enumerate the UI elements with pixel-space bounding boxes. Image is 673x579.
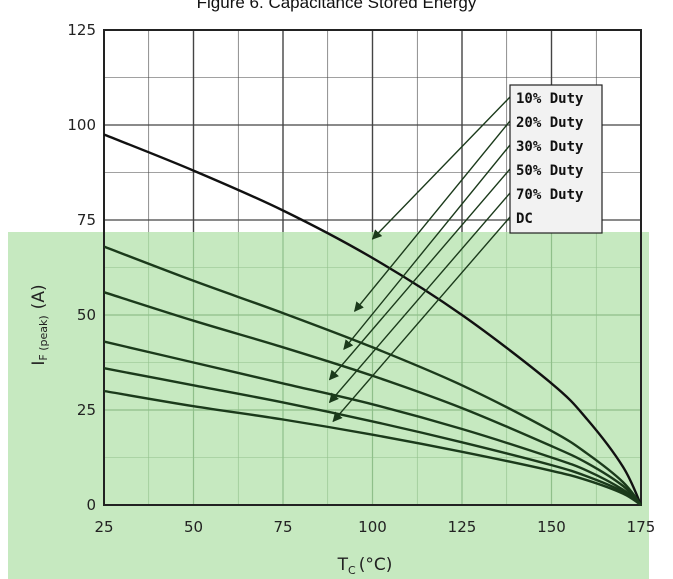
legend-arrow	[328, 192, 511, 404]
y-tick-label: 100	[67, 116, 96, 134]
legend-entry: DC	[516, 211, 533, 227]
legend-arrow	[353, 120, 511, 312]
y-tick-label: 25	[77, 401, 96, 419]
curves	[103, 133, 643, 507]
arrows	[328, 96, 511, 423]
series-line	[103, 133, 643, 506]
plot-frame	[103, 29, 642, 506]
chart-title: Figure 6. Capacitance Stored Energy	[196, 0, 477, 12]
legend-entry: 70% Duty	[516, 187, 584, 203]
y-axis-title: IF (peak) (A)	[29, 284, 50, 365]
y-tick-label: 0	[86, 496, 96, 514]
x-axis-title-sub: C	[348, 564, 356, 577]
x-tick-label: 150	[537, 518, 566, 536]
x-axis-title: TC (°C)	[337, 555, 393, 577]
y-tick-label: 50	[77, 306, 96, 324]
x-tick-label: 75	[273, 518, 292, 536]
x-tick-label: 100	[358, 518, 387, 536]
legend-entry: 20% Duty	[516, 115, 584, 131]
x-tick-label: 25	[94, 518, 113, 536]
y-axis-title-sub: F (peak)	[37, 315, 50, 360]
y-tick-label: 125	[67, 21, 96, 39]
legend-arrow	[343, 144, 511, 350]
x-tick-label: 50	[184, 518, 203, 536]
legend-entry: 10% Duty	[516, 91, 584, 107]
legend-arrow	[328, 168, 511, 381]
series-line	[103, 245, 642, 506]
legend-box	[509, 84, 603, 234]
x-tick-label: 175	[627, 518, 656, 536]
y-tick-label: 75	[77, 211, 96, 229]
legend-entry: 30% Duty	[516, 139, 584, 155]
y-tick-labels: 0 25 50 75 100 125	[67, 21, 96, 514]
x-tick-labels: 25 50 75 100 125 150 175	[94, 518, 655, 536]
series-line	[103, 291, 642, 506]
legend-arrow	[332, 216, 511, 423]
svg-text:TC(°C): TC (°C)	[337, 555, 393, 577]
x-axis-title-main: T	[337, 555, 349, 575]
highlight-band	[8, 232, 649, 579]
x-axis-title-unit: (°C)	[359, 555, 393, 575]
legend: 10% Duty 20% Duty 30% Duty 50% Duty 70% Duty…	[509, 84, 603, 234]
y-axis-title-unit: (A)	[29, 284, 49, 309]
y-axis-title-main: I	[29, 361, 49, 366]
x-tick-label: 125	[448, 518, 477, 536]
series-line	[103, 340, 642, 506]
series-line	[103, 367, 642, 506]
legend-entry: 50% Duty	[516, 163, 584, 179]
series-line	[103, 389, 642, 507]
legend-arrow	[371, 96, 511, 240]
svg-text:IF (peak)(A): IF (peak) (A)	[29, 284, 50, 365]
